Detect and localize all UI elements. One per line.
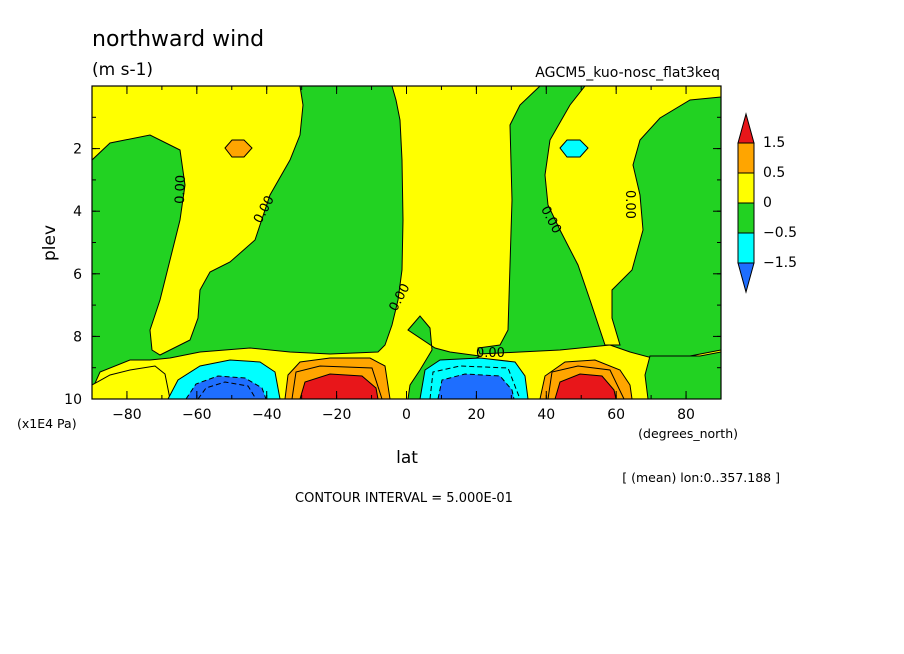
colorbar-label: 0.5: [763, 165, 785, 181]
y-tick-label: 4: [73, 204, 82, 220]
y-tick-label: 6: [73, 267, 82, 283]
sh-jet-negative-inner: [197, 381, 257, 399]
x-tick-label: −20: [322, 407, 352, 423]
x-tick-label: 40: [537, 407, 555, 423]
colorbar-swatch: [737, 202, 755, 234]
colorbar-swatch: [737, 232, 755, 264]
y-tick-label: 10: [64, 392, 82, 408]
x-tick-label: −80: [112, 407, 142, 423]
colorbar-swatch: [737, 142, 755, 174]
mean-note: [ (mean) lon:0..357.188 ]: [622, 470, 780, 485]
colorbar-label: −0.5: [763, 225, 797, 241]
sh-jet-negative-blue: [185, 375, 267, 399]
sh-high-lat-positive-region: [92, 86, 304, 356]
y-tick-label: 2: [73, 142, 82, 158]
contour-field: [92, 86, 721, 399]
nh-polar-lower-negative-region: [644, 351, 721, 399]
x-tick-label: −40: [252, 407, 282, 423]
contour-label: 0.00: [476, 346, 505, 361]
x-axis: −80 −60 −40 −20 0 20 40 60 80: [91, 86, 722, 423]
contour-interval: CONTOUR INTERVAL = 5.000E-01: [295, 491, 513, 506]
nh-jet-negative-inner: [429, 365, 521, 399]
x-axis-label: lat: [396, 448, 418, 468]
colorbar-label: 0: [763, 195, 772, 211]
x-tick-label: 0: [402, 407, 411, 423]
y-tick-label: 8: [73, 329, 82, 345]
nh-jet-positive-red: [554, 373, 617, 399]
colorbar-label: 1.5: [763, 135, 785, 151]
x-tick-label: 60: [607, 407, 625, 423]
nh-upper-extremum: [559, 139, 589, 158]
y-axis-units: (x1E4 Pa): [17, 416, 77, 431]
x-tick-label: 80: [677, 407, 695, 423]
nh-high-lat-positive-region: [544, 86, 721, 346]
x-tick-label: 20: [467, 407, 485, 423]
colorbar-swatch-above: [737, 112, 755, 144]
y-axis-label: plev: [40, 225, 60, 261]
contour-labels: 0.00 0.00 0.00 0.00 0.00 0.00: [173, 175, 637, 361]
sh-jet-positive-red: [299, 373, 379, 399]
chart-units: (m s-1): [92, 60, 153, 80]
colorbar-swatch: [737, 172, 755, 204]
sh-polar-lower-positive-region: [92, 365, 171, 399]
chart-title: northward wind: [92, 27, 264, 52]
contour-label: 0.00: [173, 175, 189, 204]
nh-jet-negative-blue: [437, 373, 515, 399]
sh-upper-extremum: [224, 139, 253, 158]
colorbar-label: −1.5: [763, 255, 797, 271]
x-axis-units: (degrees_north): [638, 426, 738, 441]
experiment-name: AGCM5_kuo-nosc_flat3keq: [535, 65, 720, 81]
contour-label: 0.00: [622, 190, 637, 219]
y-axis: 2 4 6 8 10: [64, 116, 721, 408]
nh-jet-positive-inner: [547, 365, 625, 399]
x-tick-label: −60: [182, 407, 212, 423]
colorbar: 1.5 0.5 0 −0.5 −1.5: [737, 112, 797, 294]
colorbar-swatch-below: [737, 262, 755, 294]
sh-jet-positive-inner: [291, 365, 383, 399]
